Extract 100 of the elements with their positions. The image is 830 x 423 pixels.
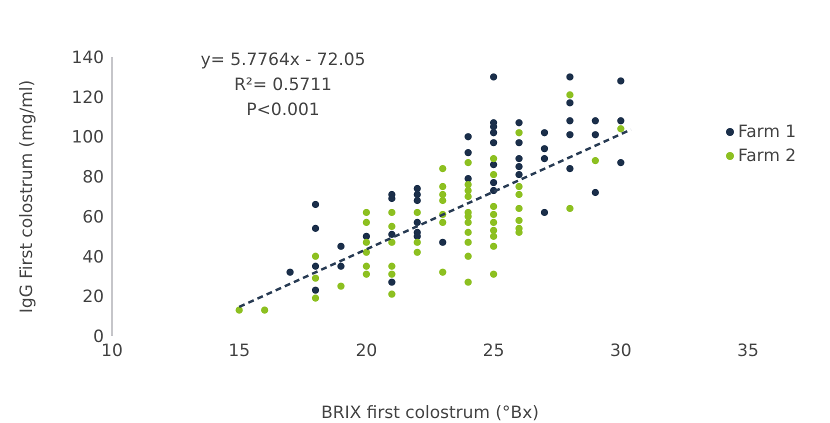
point: [566, 73, 574, 81]
point: [337, 282, 345, 290]
point: [566, 165, 574, 172]
point: [490, 218, 498, 226]
point: [592, 157, 599, 164]
point: [312, 262, 320, 270]
point: [312, 274, 320, 282]
point: [439, 196, 446, 204]
point: [414, 248, 421, 256]
point: [515, 182, 523, 190]
y-tick-label: 40: [82, 247, 104, 268]
point: [464, 192, 472, 200]
point: [312, 286, 320, 294]
point: [362, 248, 370, 256]
y-tick-label: 140: [72, 48, 104, 68]
point: [414, 196, 421, 204]
point: [515, 119, 523, 126]
point: [515, 204, 523, 212]
point: [362, 208, 370, 216]
point: [515, 190, 523, 198]
point: [362, 238, 370, 246]
point: [566, 131, 574, 138]
point: [540, 145, 548, 152]
point: [515, 129, 523, 136]
point: [414, 238, 421, 246]
point: [362, 270, 370, 278]
point: [312, 294, 320, 302]
point: [566, 91, 574, 98]
point: [464, 278, 472, 286]
x-tick-label: 30: [610, 341, 632, 362]
point: [464, 228, 472, 236]
point: [566, 204, 574, 212]
point: [540, 208, 548, 216]
point: [566, 99, 574, 106]
y-tick-label: 100: [72, 128, 104, 148]
annotation: y= 5.7764x - 72.05: [200, 49, 366, 72]
point: [464, 149, 472, 156]
point: [592, 131, 599, 138]
point: [388, 262, 396, 270]
point: [414, 208, 421, 216]
point: [337, 262, 345, 270]
point: [286, 268, 294, 276]
point: [592, 188, 599, 196]
point: [414, 190, 421, 198]
x-tick-label: 15: [228, 341, 250, 362]
y-tick-label: 20: [82, 287, 104, 308]
point: [515, 155, 523, 162]
y-tick-label: 80: [82, 168, 104, 188]
point: [490, 232, 498, 240]
point: [592, 117, 599, 124]
point: [464, 252, 472, 260]
x-axis-title: BRIX first colostrum (°Bx): [321, 403, 539, 423]
point: [490, 226, 498, 234]
legend-label: Farm 1: [738, 122, 796, 142]
point: [490, 73, 498, 81]
point: [617, 117, 624, 124]
point: [312, 224, 320, 232]
point: [515, 216, 523, 224]
point: [261, 306, 268, 314]
annotation: R²= 0.5711: [233, 74, 333, 97]
point: [388, 222, 396, 230]
point: [312, 252, 320, 260]
point: [414, 184, 421, 192]
point: [490, 202, 498, 210]
point: [464, 186, 472, 194]
point: [439, 182, 446, 190]
point: [362, 232, 370, 240]
point: [490, 161, 498, 168]
point: [388, 278, 396, 286]
point: [617, 77, 624, 85]
point: [236, 306, 243, 314]
point: [414, 218, 421, 226]
point: [439, 268, 446, 276]
point: [439, 165, 446, 172]
point: [515, 170, 523, 178]
point: [362, 218, 370, 226]
point: [464, 238, 472, 246]
point: [388, 230, 396, 238]
x-tick-label: 35: [737, 341, 759, 362]
point: [515, 163, 523, 170]
point: [566, 117, 574, 124]
point: [515, 139, 523, 146]
point: [464, 180, 472, 188]
point: [337, 242, 345, 250]
point: [490, 178, 498, 186]
point: [439, 190, 446, 198]
point: [490, 210, 498, 218]
point: [490, 170, 498, 178]
point: [388, 270, 396, 278]
point: [540, 129, 548, 136]
point: [490, 129, 498, 136]
y-axis-title: IgG First colostrum (mg/ml): [17, 80, 38, 314]
point: [464, 133, 472, 140]
point: [540, 155, 548, 162]
point: [439, 218, 446, 226]
point: [490, 155, 498, 162]
point: [490, 139, 498, 146]
point: [490, 270, 498, 278]
point: [439, 238, 446, 246]
point: [312, 200, 320, 208]
